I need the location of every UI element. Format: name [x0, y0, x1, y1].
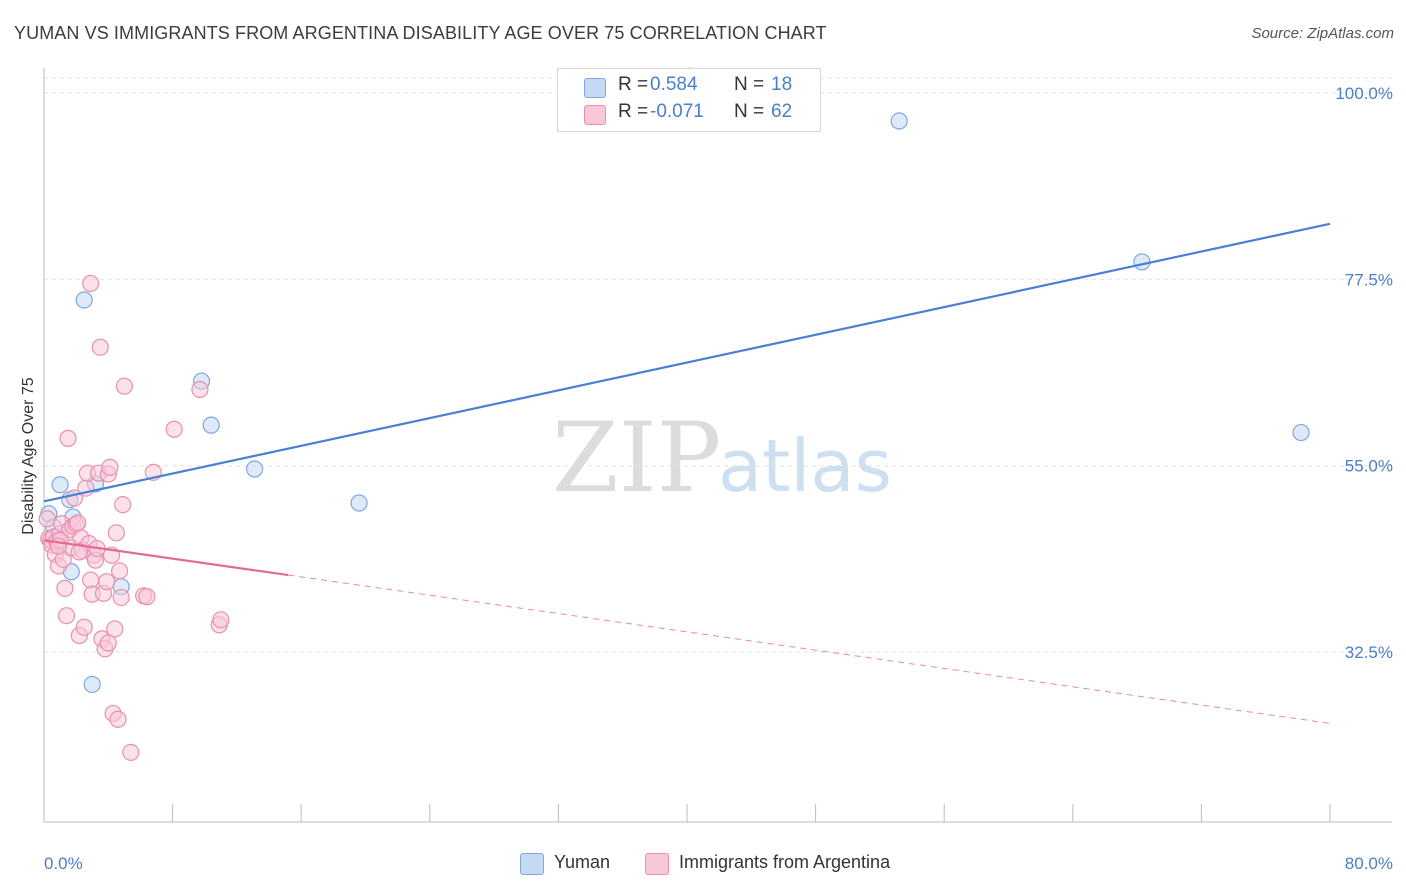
argentina-point — [109, 710, 127, 728]
legend-swatch-yuman — [584, 78, 606, 98]
y-tick-label: 32.5% — [1345, 643, 1393, 662]
yuman-point — [890, 112, 908, 130]
argentina-point — [191, 380, 209, 399]
argentina-point — [110, 562, 129, 580]
argentina-point — [212, 611, 230, 629]
argentina-point — [106, 620, 124, 638]
gridlines — [44, 77, 1392, 653]
yuman-point — [1133, 253, 1151, 271]
legend-row-argentina: R = -0.071 N = 62 — [558, 101, 820, 127]
watermark-zip: ZIP — [552, 402, 721, 514]
argentina-point — [122, 743, 140, 762]
argentina-point — [101, 458, 119, 476]
argentina-point — [99, 634, 117, 652]
argentina-trend-line-extension — [288, 574, 1331, 724]
argentina-point — [115, 377, 133, 395]
yuman-point — [245, 460, 264, 478]
legend-label-argentina: Immigrants from Argentina — [679, 852, 891, 872]
legend-row-yuman: R = 0.584 N = 18 — [558, 74, 820, 100]
x-tick-label: 0.0% — [44, 854, 83, 873]
argentina-point — [75, 618, 93, 636]
legend-label-yuman: Yuman — [554, 852, 611, 872]
yuman-point — [51, 476, 69, 494]
argentina-point — [91, 338, 109, 356]
y-axis-label: Disability Age Over 75 — [20, 377, 37, 535]
argentina-point — [82, 571, 100, 589]
legend-swatch-yuman — [520, 853, 544, 875]
argentina-point — [107, 524, 125, 542]
axes — [43, 68, 1392, 823]
watermark: ZIP atlas — [552, 402, 892, 514]
legend-r-value: 0.584 — [650, 74, 698, 95]
argentina-point — [38, 510, 56, 528]
trend-lines — [43, 222, 1331, 724]
yuman-point — [202, 416, 220, 434]
argentina-point — [69, 514, 87, 532]
yuman-trend-line — [43, 222, 1331, 503]
legend-n-value: 62 — [771, 101, 793, 122]
tick-labels: 32.5% 55.0% 77.5% 100.0% 0.0% 80.0% — [44, 84, 1393, 873]
argentina-point — [112, 588, 130, 607]
yuman-point — [350, 494, 368, 512]
y-tick-label: 100.0% — [1335, 84, 1393, 103]
argentina-point — [70, 543, 88, 561]
correlation-legend: R = 0.584 N = 18 R = -0.071 N = 62 — [557, 68, 821, 132]
argentina-point — [59, 429, 77, 447]
legend-r-label: R = — [618, 101, 649, 122]
legend-r-label: R = — [618, 74, 649, 95]
argentina-point — [56, 579, 74, 597]
argentina-point — [57, 607, 76, 625]
x-tick-label: 80.0% — [1345, 854, 1393, 873]
argentina-point — [82, 274, 100, 293]
legend-r-value: -0.071 — [650, 101, 704, 122]
argentina-point — [165, 420, 183, 438]
yuman-point — [1292, 423, 1310, 442]
source-credit: Source: ZipAtlas.com — [1251, 25, 1394, 42]
argentina-point — [138, 588, 156, 606]
legend-n-label: N = — [734, 101, 765, 122]
yuman-point — [83, 675, 101, 694]
legend-n-label: N = — [734, 74, 765, 95]
legend-swatch-argentina — [645, 853, 669, 875]
argentina-trend-line — [43, 539, 289, 577]
argentina-point — [114, 496, 132, 514]
y-tick-label: 77.5% — [1345, 270, 1393, 289]
y-tick-label: 55.0% — [1345, 457, 1393, 476]
chart-title: YUMAN VS IMMIGRANTS FROM ARGENTINA DISAB… — [14, 23, 827, 43]
yuman-point — [75, 291, 93, 309]
argentina-point — [98, 573, 116, 591]
legend-n-value: 18 — [771, 74, 793, 95]
legend-swatch-argentina — [584, 105, 606, 125]
